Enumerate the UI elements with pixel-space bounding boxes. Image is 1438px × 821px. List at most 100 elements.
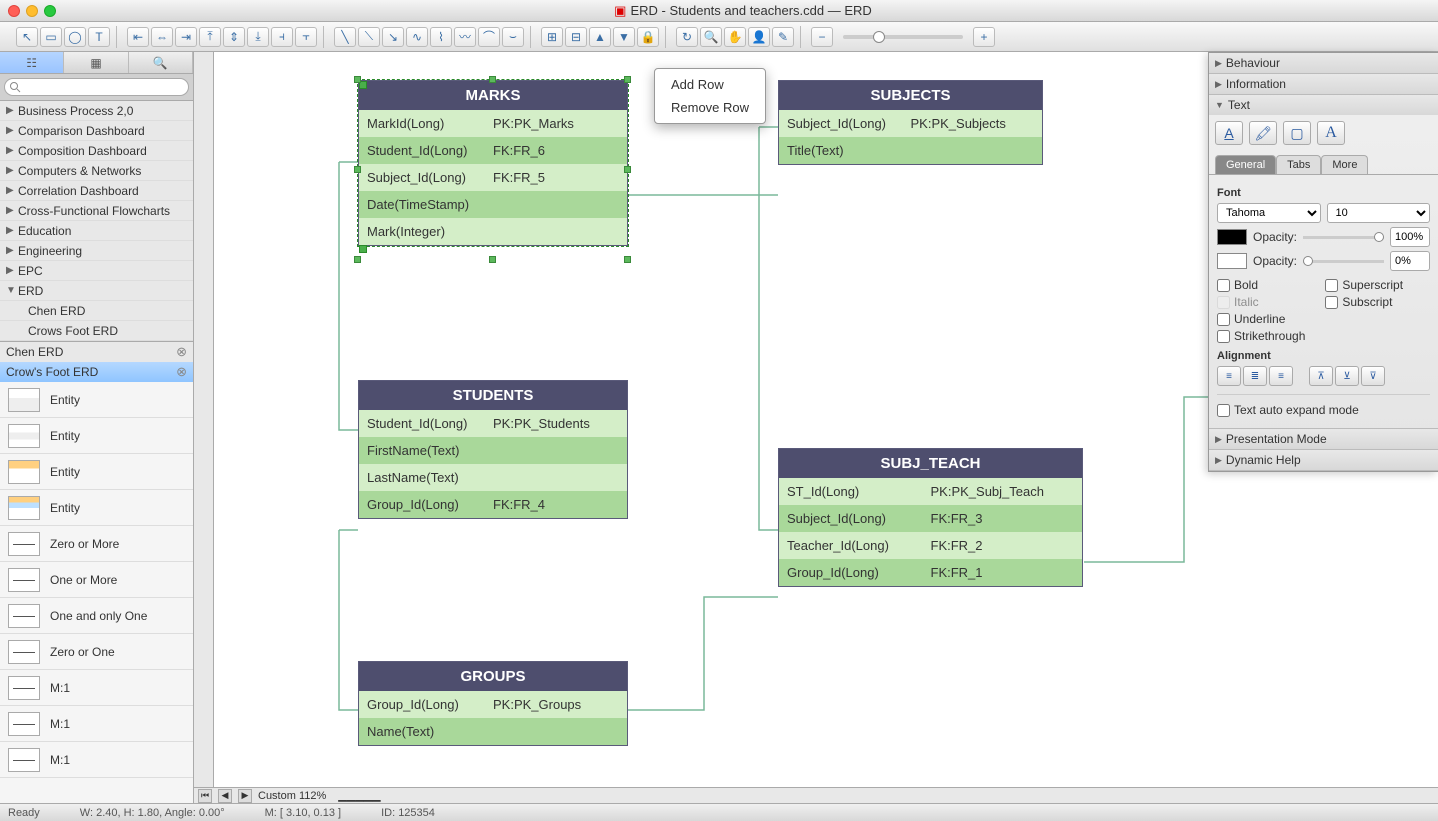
- valign-top-btn[interactable]: ⊼: [1309, 366, 1333, 386]
- tree-item[interactable]: ▶Correlation Dashboard: [0, 181, 193, 201]
- stencil-item[interactable]: M:1: [0, 670, 193, 706]
- close-icon[interactable]: ⊗: [176, 344, 187, 360]
- text-tab-general[interactable]: General: [1215, 155, 1276, 174]
- refresh-button[interactable]: ↻: [676, 27, 698, 47]
- tree-item[interactable]: ▶EPC: [0, 261, 193, 281]
- user-button[interactable]: 👤: [748, 27, 770, 47]
- table-row[interactable]: Date(TimeStamp): [359, 191, 627, 218]
- tree-item[interactable]: ▶Composition Dashboard: [0, 141, 193, 161]
- align-left-btn[interactable]: ≡: [1217, 366, 1241, 386]
- zoom-slider[interactable]: [843, 35, 963, 39]
- group-button[interactable]: ⊞: [541, 27, 563, 47]
- align-right-button[interactable]: ⇥: [175, 27, 197, 47]
- bring-front-button[interactable]: ▲: [589, 27, 611, 47]
- close-window-button[interactable]: [8, 5, 20, 17]
- tree-item[interactable]: Chen ERD: [0, 301, 193, 321]
- font-family-select[interactable]: Tahoma: [1217, 203, 1321, 223]
- line-tool-1[interactable]: ╲: [334, 27, 356, 47]
- table-row[interactable]: Teacher_Id(Long)FK:FR_2: [779, 532, 1082, 559]
- selection-handle[interactable]: [354, 76, 361, 83]
- zoom-out-button[interactable]: −: [811, 27, 833, 47]
- table-row[interactable]: LastName(Text): [359, 464, 627, 491]
- valign-bot-btn[interactable]: ⊽: [1361, 366, 1385, 386]
- table-row[interactable]: Subject_Id(Long)FK:FR_3: [779, 505, 1082, 532]
- stencil-item[interactable]: One and only One: [0, 598, 193, 634]
- stencil-item[interactable]: Entity: [0, 418, 193, 454]
- text-tool[interactable]: T: [88, 27, 110, 47]
- tree-item[interactable]: ▶Business Process 2,0: [0, 101, 193, 121]
- stencil-item[interactable]: M:1: [0, 742, 193, 778]
- panel-section-behaviour[interactable]: ▶Behaviour: [1209, 53, 1438, 73]
- table-row[interactable]: ST_Id(Long)PK:PK_Subj_Teach: [779, 478, 1082, 505]
- hand-tool[interactable]: ✋: [724, 27, 746, 47]
- erd-table-marks[interactable]: MARKSMarkId(Long)PK:PK_MarksStudent_Id(L…: [358, 80, 628, 246]
- zoom-fit-button[interactable]: 🔍: [700, 27, 722, 47]
- context-menu-item[interactable]: Remove Row: [655, 96, 765, 119]
- close-icon[interactable]: ⊗: [176, 364, 187, 380]
- valign-mid-btn[interactable]: ⊻: [1335, 366, 1359, 386]
- superscript-check[interactable]: Superscript: [1325, 278, 1403, 292]
- sidebar-tab-tree[interactable]: ☷: [0, 52, 64, 73]
- sidebar-tab-grid[interactable]: ▦: [64, 52, 128, 73]
- table-row[interactable]: Subject_Id(Long)FK:FR_5: [359, 164, 627, 191]
- pointer-tool[interactable]: ↖: [16, 27, 38, 47]
- zoom-in-button[interactable]: +: [973, 27, 995, 47]
- curve-tool-3[interactable]: 〰: [454, 27, 476, 47]
- sidebar-search-input[interactable]: [4, 78, 189, 96]
- bold-check[interactable]: Bold: [1217, 278, 1305, 292]
- tree-item[interactable]: ▼ERD: [0, 281, 193, 301]
- table-row[interactable]: Group_Id(Long)FK:FR_1: [779, 559, 1082, 586]
- table-row[interactable]: Mark(Integer): [359, 218, 627, 245]
- font-button[interactable]: A: [1317, 121, 1345, 145]
- selection-handle[interactable]: [489, 76, 496, 83]
- panel-section-text[interactable]: ▼Text: [1209, 95, 1438, 115]
- table-row[interactable]: Group_Id(Long)FK:FR_4: [359, 491, 627, 518]
- auto-expand-check[interactable]: Text auto expand mode: [1217, 403, 1430, 417]
- selection-handle[interactable]: [489, 256, 496, 263]
- maximize-window-button[interactable]: [44, 5, 56, 17]
- tree-item[interactable]: Crows Foot ERD: [0, 321, 193, 341]
- curve-tool-2[interactable]: ⌇: [430, 27, 452, 47]
- scroll-first-button[interactable]: ⏮: [198, 789, 212, 803]
- panel-section-help[interactable]: ▶Dynamic Help: [1209, 450, 1438, 470]
- stencil-item[interactable]: Zero or One: [0, 634, 193, 670]
- curve-tool-1[interactable]: ∿: [406, 27, 428, 47]
- ellipse-tool[interactable]: ◯: [64, 27, 86, 47]
- selection-handle[interactable]: [624, 76, 631, 83]
- scroll-next-button[interactable]: ▶: [238, 789, 252, 803]
- align-left-button[interactable]: ⇤: [127, 27, 149, 47]
- sidebar-tab-search[interactable]: 🔍: [129, 52, 193, 73]
- distribute-h-button[interactable]: ⫞: [271, 27, 293, 47]
- open-tab[interactable]: Chen ERD⊗: [0, 342, 193, 362]
- text-opacity-color[interactable]: [1217, 229, 1247, 245]
- line-tool-2[interactable]: ⟍: [358, 27, 380, 47]
- align-top-button[interactable]: ⤒: [199, 27, 221, 47]
- selection-handle[interactable]: [354, 256, 361, 263]
- bg-opacity-color[interactable]: [1217, 253, 1247, 269]
- selection-handle[interactable]: [354, 166, 361, 173]
- stencil-item[interactable]: Entity: [0, 490, 193, 526]
- minimize-window-button[interactable]: [26, 5, 38, 17]
- erd-table-students[interactable]: STUDENTSStudent_Id(Long)PK:PK_StudentsFi…: [358, 380, 628, 519]
- subscript-check[interactable]: Subscript: [1325, 295, 1403, 309]
- context-menu-item[interactable]: Add Row: [655, 73, 765, 96]
- scroll-prev-button[interactable]: ◀: [218, 789, 232, 803]
- tree-item[interactable]: ▶Education: [0, 221, 193, 241]
- send-back-button[interactable]: ▼: [613, 27, 635, 47]
- open-tab[interactable]: Crow's Foot ERD⊗: [0, 362, 193, 382]
- selection-handle[interactable]: [624, 166, 631, 173]
- stencil-item[interactable]: Zero or More: [0, 526, 193, 562]
- stencil-item[interactable]: M:1: [0, 706, 193, 742]
- tree-item[interactable]: ▶Engineering: [0, 241, 193, 261]
- align-middle-button[interactable]: ⇕: [223, 27, 245, 47]
- tree-item[interactable]: ▶Comparison Dashboard: [0, 121, 193, 141]
- italic-check[interactable]: Italic: [1217, 295, 1305, 309]
- strike-check[interactable]: Strikethrough: [1217, 329, 1305, 343]
- arc-tool-2[interactable]: ⌣: [502, 27, 524, 47]
- text-color-button[interactable]: A: [1215, 121, 1243, 145]
- align-center-btn[interactable]: ≣: [1243, 366, 1267, 386]
- text-box-button[interactable]: ▢: [1283, 121, 1311, 145]
- erd-table-subj_teach[interactable]: SUBJ_TEACHST_Id(Long)PK:PK_Subj_TeachSub…: [778, 448, 1083, 587]
- table-row[interactable]: Subject_Id(Long)PK:PK_Subjects: [779, 110, 1042, 137]
- stencil-item[interactable]: Entity: [0, 454, 193, 490]
